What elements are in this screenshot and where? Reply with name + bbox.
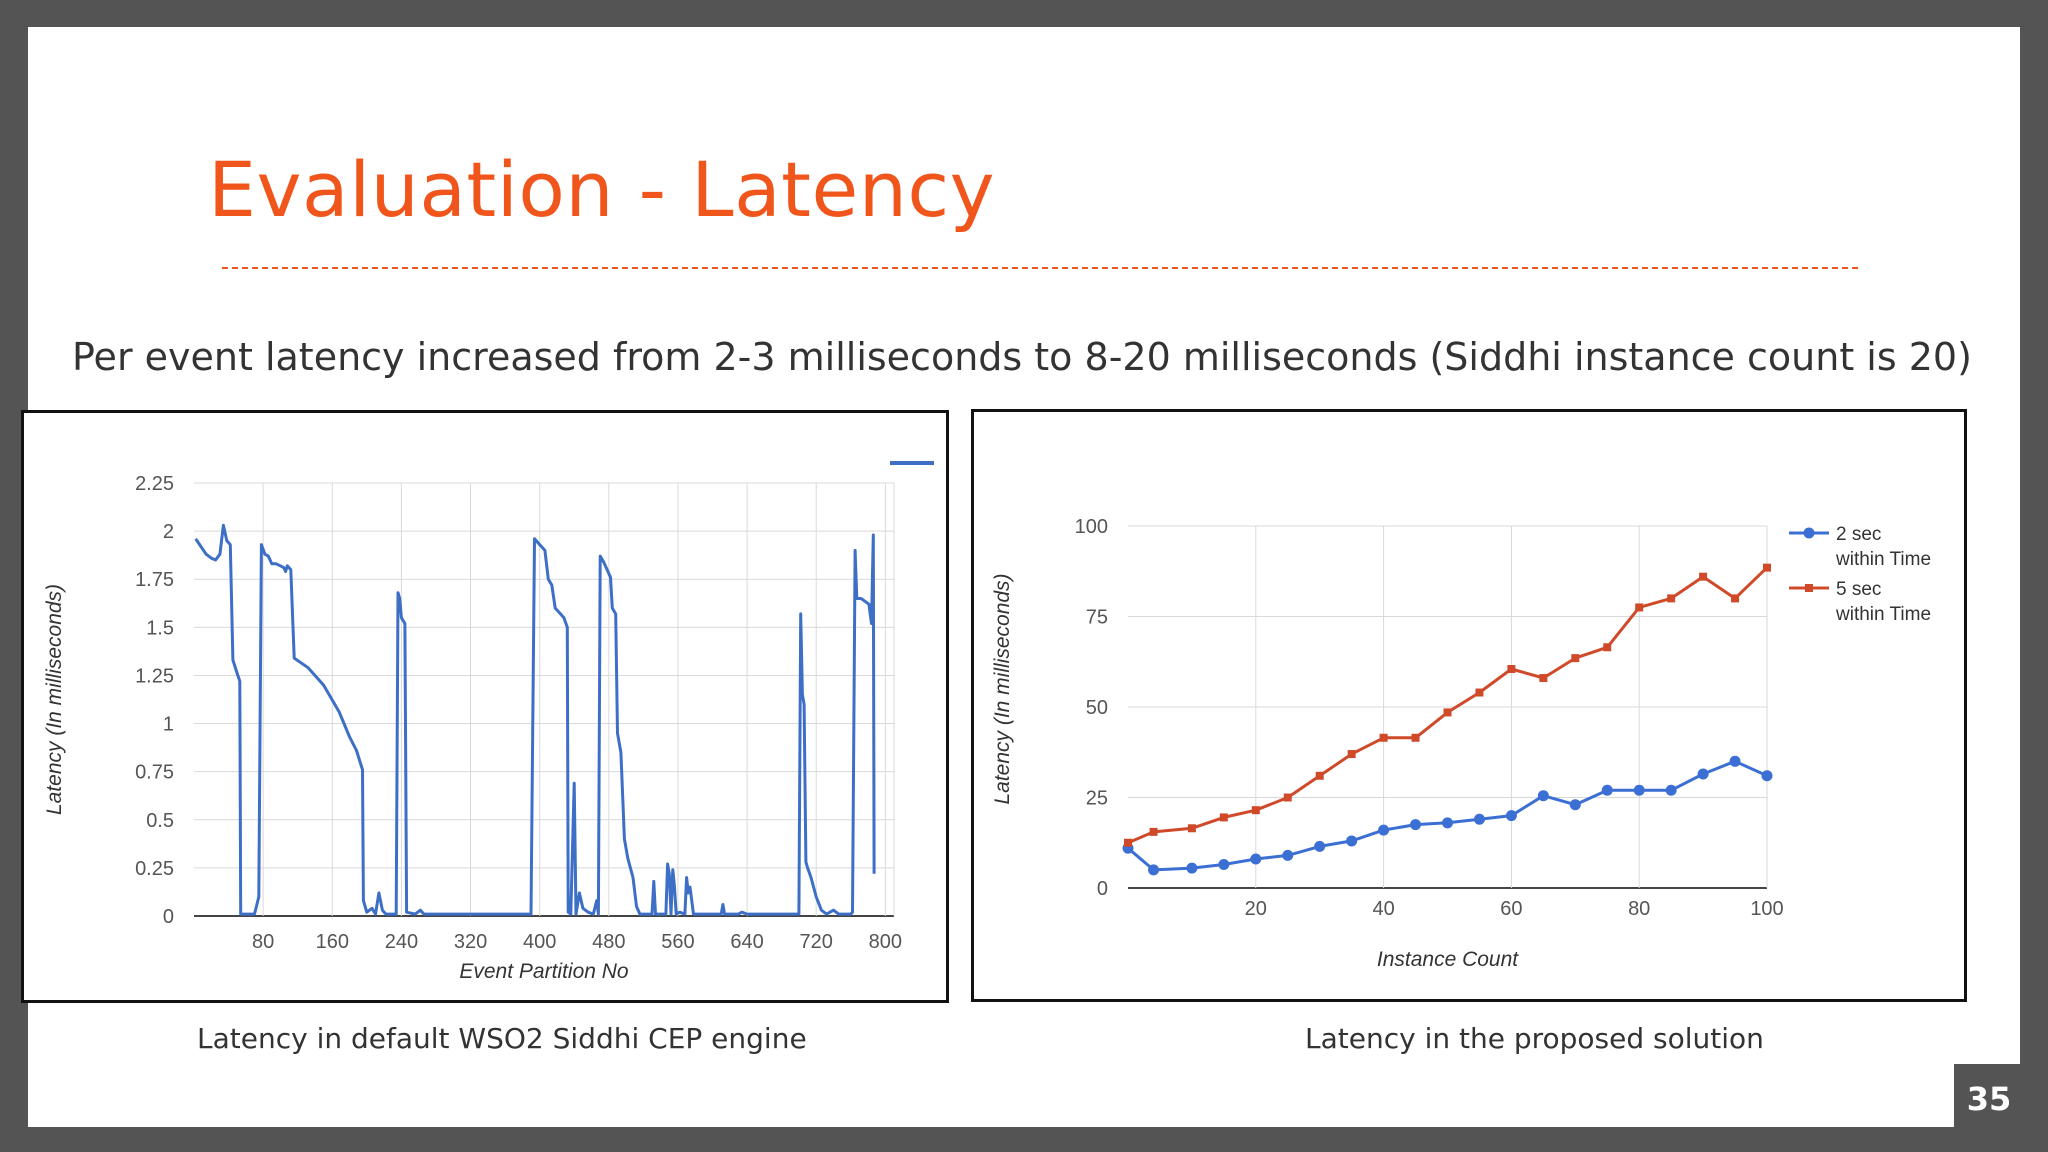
data-point (1187, 824, 1196, 833)
legend-label: 2 sec (1836, 524, 1881, 545)
data-point (1282, 849, 1294, 861)
slide-title: Evaluation - Latency (208, 145, 996, 234)
x-tick-label: 80 (252, 931, 274, 953)
y-tick-label: 25 (1086, 788, 1108, 810)
caption-default-latency: Latency in default WSO2 Siddhi CEP engin… (197, 1022, 807, 1055)
data-point (1699, 572, 1708, 581)
data-point (1379, 733, 1388, 742)
y-tick-label: 0 (163, 906, 174, 928)
x-tick-label: 800 (869, 931, 902, 953)
y-tick-label: 1 (163, 714, 174, 736)
data-point (1378, 824, 1390, 836)
data-point (1283, 793, 1292, 802)
data-point (1539, 674, 1548, 683)
x-tick-label: 480 (592, 931, 625, 953)
data-point (1473, 813, 1485, 825)
data-point (1667, 594, 1676, 603)
x-axis-title: Instance Count (1377, 948, 1519, 971)
x-tick-label: 720 (800, 931, 833, 953)
caption-proposed-latency: Latency in the proposed solution (1305, 1022, 1764, 1055)
y-axis-title: Latency (In milliseconds) (991, 573, 1014, 804)
x-tick-label: 40 (1372, 898, 1394, 920)
legend-label: 5 sec (1836, 579, 1881, 600)
x-tick-label: 160 (316, 931, 349, 953)
data-point (1149, 827, 1158, 836)
data-point (1697, 768, 1709, 780)
data-point (1507, 664, 1516, 673)
data-point (1537, 790, 1549, 802)
data-point (1601, 784, 1613, 796)
legend-marker (1803, 527, 1815, 539)
data-point (1475, 688, 1484, 697)
data-point (1251, 806, 1260, 815)
data-point (1219, 813, 1228, 822)
y-tick-label: 0 (1097, 878, 1108, 900)
data-point (1505, 810, 1517, 822)
data-point (1124, 838, 1132, 847)
x-tick-label: 640 (730, 931, 763, 953)
series-line (1127, 566, 1769, 845)
data-point (1410, 819, 1422, 831)
series-line (194, 523, 876, 916)
data-point (1665, 784, 1677, 796)
y-tick-label: 2.25 (135, 473, 174, 495)
legend-marker (1805, 584, 1813, 592)
y-tick-label: 50 (1086, 697, 1108, 719)
data-point (1569, 799, 1581, 811)
y-tick-label: 100 (1075, 516, 1108, 538)
x-tick-label: 80 (1628, 898, 1650, 920)
y-tick-label: 1.5 (146, 617, 174, 639)
legend-label: within Time (1835, 549, 1931, 570)
y-axis-title: Latency (In milliseconds) (43, 584, 66, 815)
chart-default-latency-svg: 0 0.25 0.5 0.75 1 1.25 1.5 1.75 2 2.25 80 160 240 320… (43, 461, 934, 983)
x-tick-label: 60 (1500, 898, 1522, 920)
data-point (1763, 563, 1771, 572)
data-point (1729, 755, 1741, 767)
data-point (1443, 708, 1452, 717)
data-point (1314, 840, 1326, 852)
legend-label: within Time (1835, 604, 1931, 625)
y-tick-label: 0.75 (135, 762, 174, 784)
x-tick-label: 560 (661, 931, 694, 953)
y-tick-label: 0.5 (146, 810, 174, 832)
x-tick-label: 100 (1750, 898, 1783, 920)
y-tick-label: 1.25 (135, 665, 174, 687)
x-tick-label: 240 (385, 931, 418, 953)
data-point (1411, 733, 1420, 742)
data-point (1346, 835, 1358, 847)
title-divider (222, 267, 1858, 269)
data-point (1315, 771, 1324, 780)
y-tick-label: 75 (1086, 607, 1108, 629)
y-tick-label: 1.75 (135, 569, 174, 591)
data-point (1442, 817, 1453, 829)
chart-default-latency: 0 0.25 0.5 0.75 1 1.25 1.5 1.75 2 2.25 80 160 240 320… (21, 410, 949, 1003)
data-point (1633, 784, 1645, 796)
y-tick-label: 0.25 (135, 858, 174, 880)
data-point (1250, 853, 1262, 865)
slide-subtitle: Per event latency increased from 2-3 mil… (72, 335, 1972, 379)
data-point (1635, 603, 1644, 612)
data-point (1186, 862, 1198, 874)
page-number: 35 (1954, 1064, 2024, 1134)
x-tick-label: 320 (454, 931, 487, 953)
chart-proposed-latency: 0 25 50 75 100 20 40 60 80 100 2 sec within Time 5 s… (971, 409, 1967, 1002)
chart-proposed-latency-svg: 0 25 50 75 100 20 40 60 80 100 2 sec within Time 5 s… (991, 516, 1931, 971)
data-point (1571, 654, 1580, 663)
x-axis-title: Event Partition No (459, 960, 629, 983)
data-point (1347, 750, 1356, 759)
x-tick-label: 20 (1245, 898, 1267, 920)
y-tick-label: 2 (163, 521, 174, 543)
x-tick-label: 400 (523, 931, 556, 953)
data-point (1761, 770, 1773, 782)
data-point (1218, 858, 1230, 870)
data-point (1731, 594, 1740, 603)
data-point (1603, 643, 1612, 652)
data-point (1148, 864, 1160, 876)
